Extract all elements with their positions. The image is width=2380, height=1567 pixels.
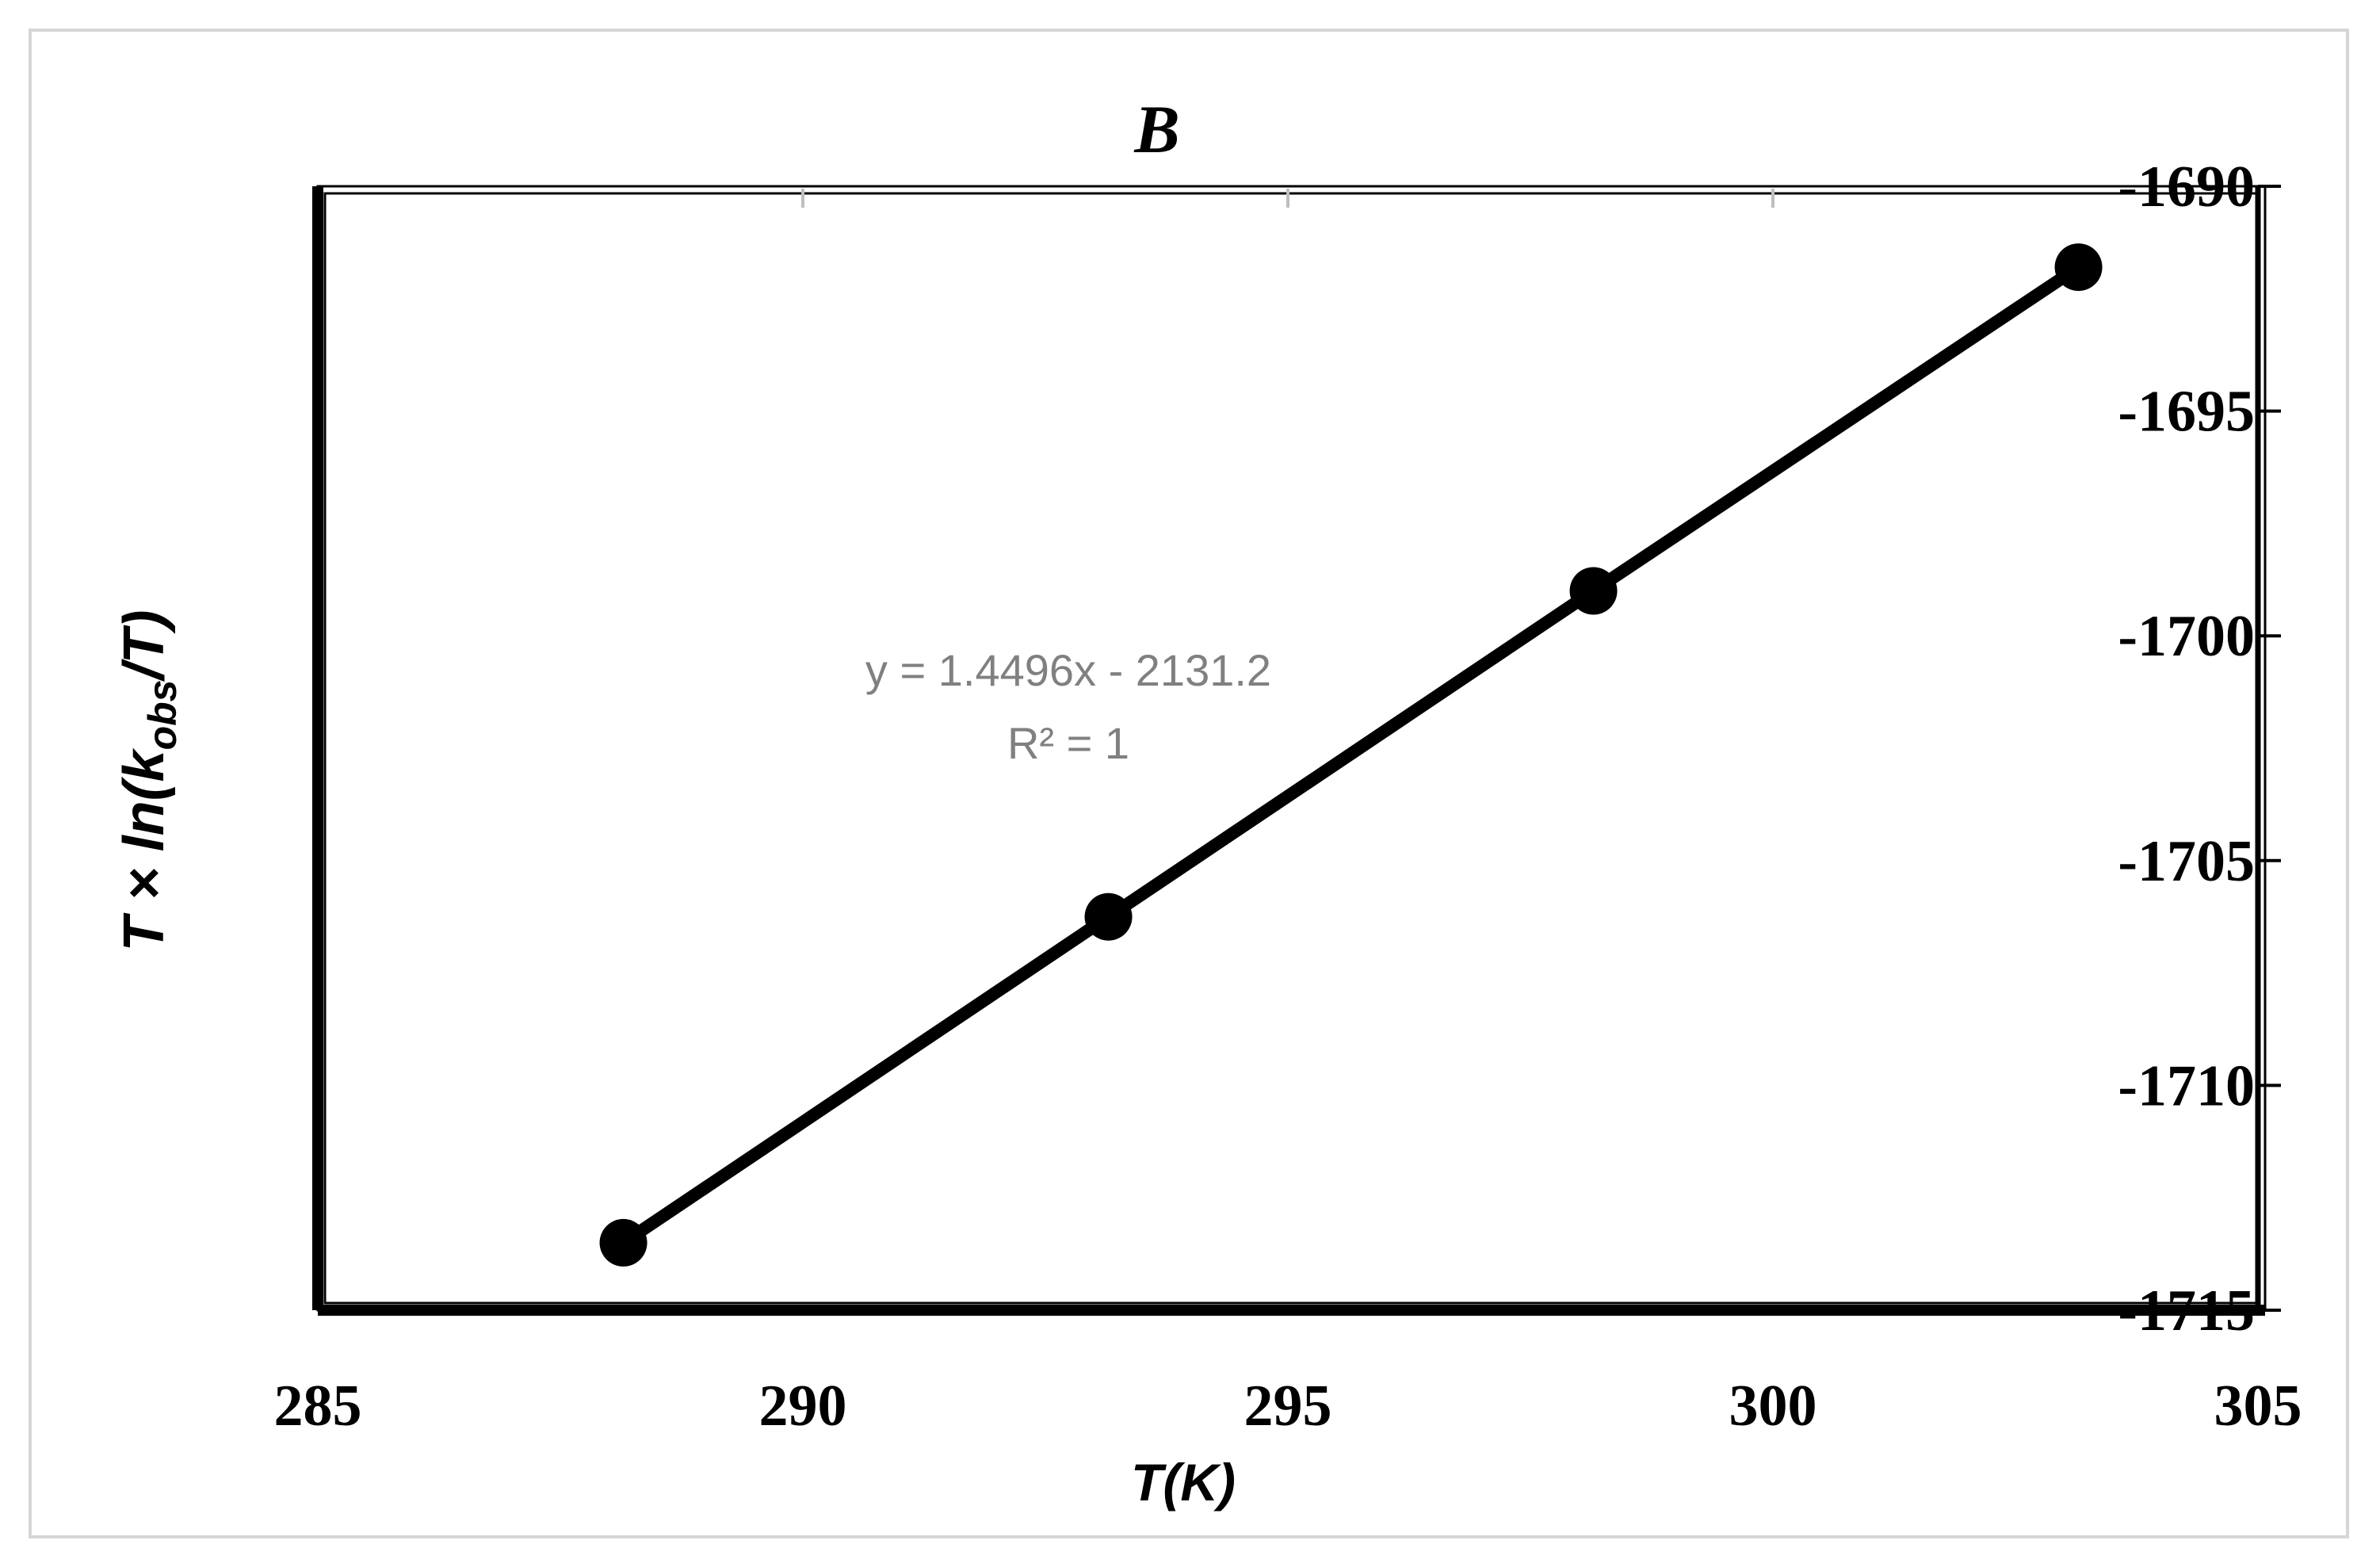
y-tick-label: -1695 — [2118, 380, 2255, 445]
x-tick-labels: 285 290 295 300 305 — [274, 1374, 2302, 1439]
y-axis-label-suffix: /T) — [113, 610, 176, 682]
y-tick-label: -1700 — [2118, 604, 2255, 669]
x-tick-label: 300 — [1729, 1374, 1817, 1439]
trendline-r-squared: R² = 1 — [1007, 718, 1129, 768]
trendline-equation: y = 1.4496x - 2131.2 — [865, 645, 1271, 695]
plot-area-inner — [323, 192, 2260, 1305]
series-line — [620, 262, 2083, 1248]
series — [599, 243, 2103, 1267]
x-tick-label: 285 — [274, 1374, 362, 1439]
top-tick-marks — [801, 189, 1774, 208]
y-tick-labels: -1690 -1695 -1700 -1705 -1710 -1715 — [2118, 155, 2255, 1343]
figure-border — [29, 29, 2349, 1538]
y-tick-label: -1705 — [2118, 829, 2255, 894]
data-point — [2054, 243, 2103, 292]
x-axis-label-text: T(K) — [1131, 1453, 1236, 1512]
x-tick-label: 295 — [1244, 1374, 1332, 1439]
y-axis-label: T × ln(kobs/T) — [113, 610, 185, 952]
y-tick-label: -1715 — [2118, 1278, 2255, 1343]
data-point — [1569, 567, 1618, 615]
y-tick-label: -1690 — [2118, 155, 2255, 220]
y-tick-label: -1710 — [2118, 1053, 2255, 1118]
right-tick-marks — [2258, 185, 2281, 1312]
y-axis-label-sub: obs — [140, 680, 185, 751]
data-point — [599, 1218, 648, 1267]
data-point — [1084, 892, 1133, 941]
x-tick-label: 305 — [2214, 1374, 2302, 1439]
plot-area-outer — [316, 185, 2267, 1312]
x-axis-label: T(K) — [1131, 1453, 1236, 1512]
chart-title: B — [1133, 91, 1179, 167]
y-axis-label-prefix: T × ln(k — [113, 747, 176, 951]
x-tick-label: 290 — [759, 1374, 847, 1439]
